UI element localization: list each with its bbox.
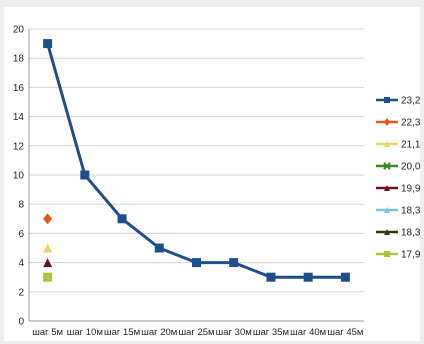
legend-marker: [384, 229, 390, 235]
y-tick-label: 4: [18, 258, 24, 269]
y-tick-label: 6: [18, 229, 24, 240]
x-tick-label: шаг 30м: [216, 327, 252, 338]
legend-label: 20,06: [401, 162, 420, 173]
data-point: [154, 243, 164, 253]
legend-label: 18,38: [401, 206, 420, 217]
y-tick-label: 10: [13, 171, 25, 182]
y-tick-label: 16: [13, 83, 25, 94]
y-tick-label: 18: [13, 54, 25, 65]
series-line: [46, 43, 346, 279]
data-point: [43, 213, 53, 225]
data-point: [80, 170, 90, 180]
legend-label: 18,36: [401, 228, 420, 239]
data-point: [303, 272, 313, 282]
y-tick-label: 12: [13, 141, 25, 152]
legend-label: 22,34: [401, 118, 420, 129]
y-tick-label: 0: [18, 317, 24, 328]
x-tick-label: шаг 5м: [32, 327, 63, 338]
legend-marker: [383, 162, 391, 170]
legend-marker: [384, 97, 390, 103]
legend-marker: [384, 251, 390, 257]
data-point: [192, 258, 201, 268]
data-point: [43, 243, 53, 253]
chart-frame: 0 2 4 6 8 10 12 14 16 18 20 шаг 5м шаг 10м шаг 15м шаг…: [4, 7, 420, 341]
x-tick-label: шаг 20м: [141, 327, 177, 338]
x-tick-label: шаг 45м: [327, 327, 363, 338]
x-tick-label: шаг 40м: [290, 327, 326, 338]
legend-label: 23,26: [401, 96, 420, 107]
legend-marker: [384, 185, 390, 191]
x-tick-label: шаг 15м: [104, 327, 140, 338]
y-tick-label: 8: [18, 200, 24, 211]
legend-marker: [384, 207, 390, 213]
legend-marker: [384, 141, 390, 147]
y-tick-label: 20: [13, 25, 25, 36]
x-tick-label: шаг 25м: [178, 327, 214, 338]
y-tick-label: 14: [13, 112, 25, 123]
x-tick-label: шаг 35м: [253, 327, 289, 338]
data-point: [43, 39, 53, 49]
data-point: [43, 272, 53, 282]
legend-label: 17,98: [401, 250, 420, 261]
legend-label: 21,15: [401, 140, 420, 151]
data-point: [43, 258, 53, 268]
y-tick-label: 2: [18, 287, 24, 298]
data-point: [340, 272, 350, 282]
data-point: [229, 258, 239, 268]
x-tick-label: шаг 10м: [67, 327, 103, 338]
data-point: [117, 214, 127, 224]
data-point: [266, 272, 276, 282]
legend-label: 19,92: [401, 184, 420, 195]
legend-marker: [384, 118, 390, 126]
